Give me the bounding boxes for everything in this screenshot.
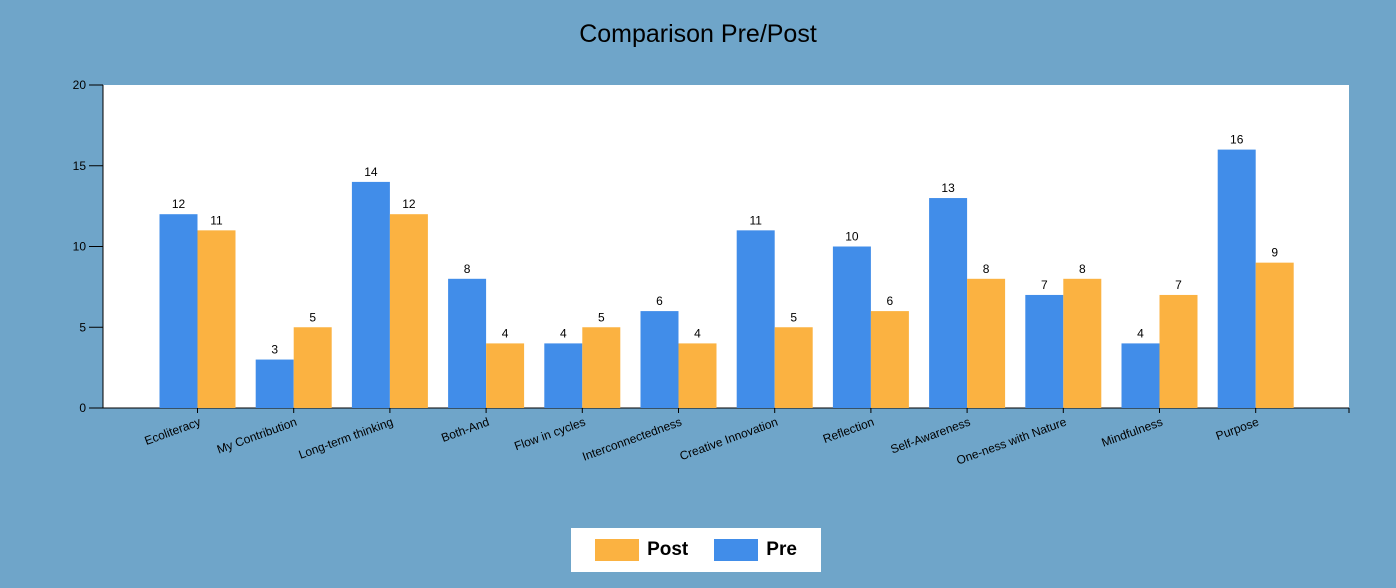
data-label: 6 — [656, 294, 663, 308]
bar-pre — [544, 343, 583, 408]
x-tick-label: Purpose — [1214, 415, 1261, 444]
bar-pre — [832, 246, 871, 408]
bar-post — [1159, 294, 1198, 408]
legend-item-pre: Pre — [714, 539, 797, 561]
bar-post — [774, 327, 813, 408]
x-tick-label: Self-Awareness — [889, 415, 973, 457]
bar-post — [197, 230, 236, 408]
data-label: 11 — [749, 213, 762, 227]
x-tick-label: One-ness with Nature — [954, 415, 1068, 468]
x-tick-label: Interconnectedness — [580, 415, 683, 464]
legend-label-pre: Pre — [766, 539, 797, 560]
x-tick-label: My Contribution — [215, 415, 299, 457]
bars — [159, 149, 1294, 408]
x-tick-label: Reflection — [821, 415, 876, 446]
data-label: 16 — [1230, 133, 1244, 147]
bar-post — [582, 327, 621, 408]
data-label: 8 — [1079, 262, 1086, 276]
data-label: 5 — [309, 310, 316, 324]
bar-post — [389, 214, 428, 408]
y-tick-label: 15 — [73, 159, 87, 173]
chart-title: Comparison Pre/Post — [579, 20, 817, 48]
x-tick-label: Flow in cycles — [512, 415, 587, 454]
bar-post — [967, 278, 1006, 408]
data-label: 5 — [790, 310, 797, 324]
bar-post — [678, 343, 717, 408]
x-tick-label: Mindfulness — [1100, 415, 1165, 450]
bar-pre — [1217, 149, 1256, 408]
bar-pre — [1121, 343, 1160, 408]
data-label: 12 — [172, 197, 186, 211]
data-label: 12 — [402, 197, 416, 211]
data-label: 14 — [364, 165, 378, 179]
bar-pre — [1025, 294, 1064, 408]
data-label: 8 — [983, 262, 990, 276]
bar-pre — [640, 311, 679, 408]
bar-post — [1063, 278, 1102, 408]
x-tick-label: Both-And — [439, 415, 491, 445]
data-label: 10 — [845, 230, 859, 244]
bar-post — [1255, 262, 1294, 408]
legend: Post Pre — [571, 528, 821, 572]
data-label: 4 — [560, 326, 567, 340]
data-label: 4 — [502, 326, 509, 340]
y-tick-label: 5 — [79, 320, 86, 334]
legend-label-post: Post — [647, 539, 689, 560]
legend-item-post: Post — [595, 539, 688, 561]
bar-post — [870, 311, 909, 408]
bar-pre — [448, 278, 487, 408]
bar-pre — [929, 198, 968, 408]
bar-pre — [351, 181, 390, 408]
data-label: 9 — [1271, 246, 1278, 260]
legend-swatch-post — [595, 539, 640, 561]
bar-pre — [159, 214, 198, 408]
bar-pre — [255, 359, 294, 408]
y-tick-label: 10 — [73, 240, 87, 254]
y-tick-label: 0 — [79, 401, 86, 415]
y-tick-label: 20 — [73, 78, 87, 92]
data-label: 4 — [1137, 326, 1144, 340]
y-axis: 0 5 10 15 20 — [73, 78, 104, 415]
data-label: 8 — [464, 262, 471, 276]
data-label: 6 — [887, 294, 894, 308]
data-label: 11 — [210, 213, 223, 227]
bar-pre — [736, 230, 775, 408]
x-tick-label: Ecoliteracy — [143, 415, 203, 448]
data-label: 3 — [271, 343, 278, 357]
data-label: 7 — [1175, 278, 1182, 292]
data-label: 7 — [1041, 278, 1048, 292]
data-label: 13 — [941, 181, 955, 195]
bar-post — [293, 327, 332, 408]
legend-swatch-pre — [714, 539, 759, 561]
x-tick-label: Long-term thinking — [297, 415, 395, 462]
x-tick-label: Creative Innovation — [678, 415, 780, 464]
data-label: 4 — [694, 326, 701, 340]
data-labels: 12 11 3 5 14 12 8 4 4 5 6 4 11 5 10 6 13 8 7 8 4 7 16 9 — [172, 133, 1279, 357]
data-label: 5 — [598, 310, 605, 324]
bar-post — [486, 343, 525, 408]
